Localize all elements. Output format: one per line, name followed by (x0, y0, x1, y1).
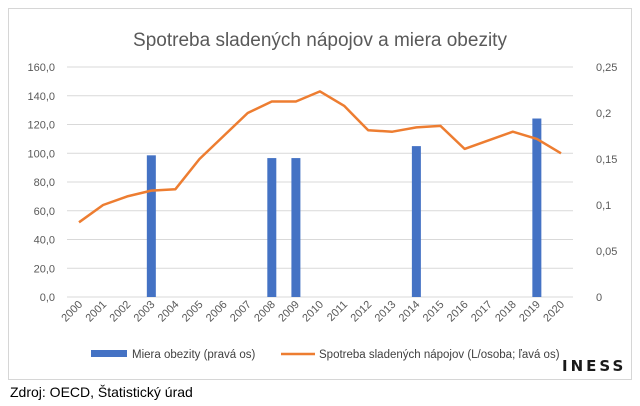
line-spotreba (78, 90, 562, 224)
x-tick-label: 2018 (493, 299, 519, 325)
bar-obezita-2014 (411, 146, 421, 297)
x-tick-label: 2020 (541, 299, 567, 325)
x-tick-label: 2000 (59, 299, 85, 325)
left-tick-label: 80,0 (34, 177, 55, 189)
iness-logo: INESS (562, 357, 627, 375)
right-tick-label: 0,2 (596, 108, 611, 120)
chart-frame: Spotreba sladených nápojov a miera obezi… (8, 8, 632, 380)
x-tick-label: 2002 (108, 299, 134, 325)
x-tick-label: 2009 (276, 299, 302, 325)
source-note: Zdroj: OECD, Štatistický úrad (10, 384, 193, 400)
x-tick-label: 2003 (132, 299, 158, 325)
right-tick-label: 0,05 (596, 246, 617, 258)
chart-title: Spotreba sladených nápojov a miera obezi… (133, 30, 507, 51)
left-tick-label: 120,0 (27, 120, 55, 132)
x-tick-label: 2004 (156, 299, 182, 325)
left-tick-label: 160,0 (27, 62, 55, 74)
x-tick-label: 2005 (180, 299, 206, 325)
right-tick-label: 0 (596, 292, 602, 304)
x-tick-label: 2015 (421, 299, 447, 325)
x-tick-label: 2007 (228, 299, 254, 325)
x-tick-label: 2008 (252, 299, 278, 325)
x-tick-label: 2013 (373, 299, 399, 325)
legend-label-obezity: Miera obezity (pravá os) (132, 349, 256, 361)
legend-label-spotreba: Spotreba sladených nápojov (L/osoba; ľav… (319, 349, 560, 361)
bar-obezita-2008 (267, 158, 277, 297)
legend: Miera obezity (pravá os) Spotreba sladen… (91, 349, 560, 361)
x-axis-labels: 2000200120022003200420052006200720082009… (59, 299, 567, 325)
bar-obezita-2009 (291, 158, 301, 297)
x-tick-label: 2016 (445, 299, 471, 325)
left-tick-label: 140,0 (27, 91, 55, 103)
obesity-bars (146, 118, 542, 298)
x-tick-label: 2011 (325, 299, 350, 324)
left-tick-label: 20,0 (34, 263, 55, 275)
bar-obezita-2003 (146, 155, 156, 297)
right-tick-label: 0,15 (596, 154, 617, 166)
x-tick-label: 2019 (517, 299, 543, 325)
x-tick-label: 2006 (204, 299, 230, 325)
right-tick-label: 0,1 (596, 200, 611, 212)
left-tick-label: 40,0 (34, 235, 55, 247)
x-tick-label: 2001 (83, 299, 109, 325)
left-tick-label: 60,0 (34, 206, 55, 218)
left-tick-label: 0,0 (40, 292, 55, 304)
bar-obezita-2019 (532, 118, 542, 298)
x-tick-label: 2012 (349, 299, 375, 325)
chart-svg: Spotreba sladených nápojov a miera obezi… (27, 30, 617, 361)
consumption-line (78, 90, 562, 224)
x-tick-label: 2017 (469, 299, 495, 325)
x-tick-label: 2014 (397, 299, 423, 325)
left-tick-label: 100,0 (27, 148, 55, 160)
left-axis-labels: 0,0 20,0 40,0 60,0 80,0 100,0 120,0 140,0 160,0 (27, 62, 55, 304)
right-tick-label: 0,25 (596, 62, 617, 74)
grid-lines (67, 66, 573, 298)
right-axis-labels: 0 0,05 0,1 0,15 0,2 0,25 (596, 62, 617, 304)
x-tick-label: 2010 (300, 299, 326, 325)
legend-swatch-obezity (91, 350, 127, 357)
